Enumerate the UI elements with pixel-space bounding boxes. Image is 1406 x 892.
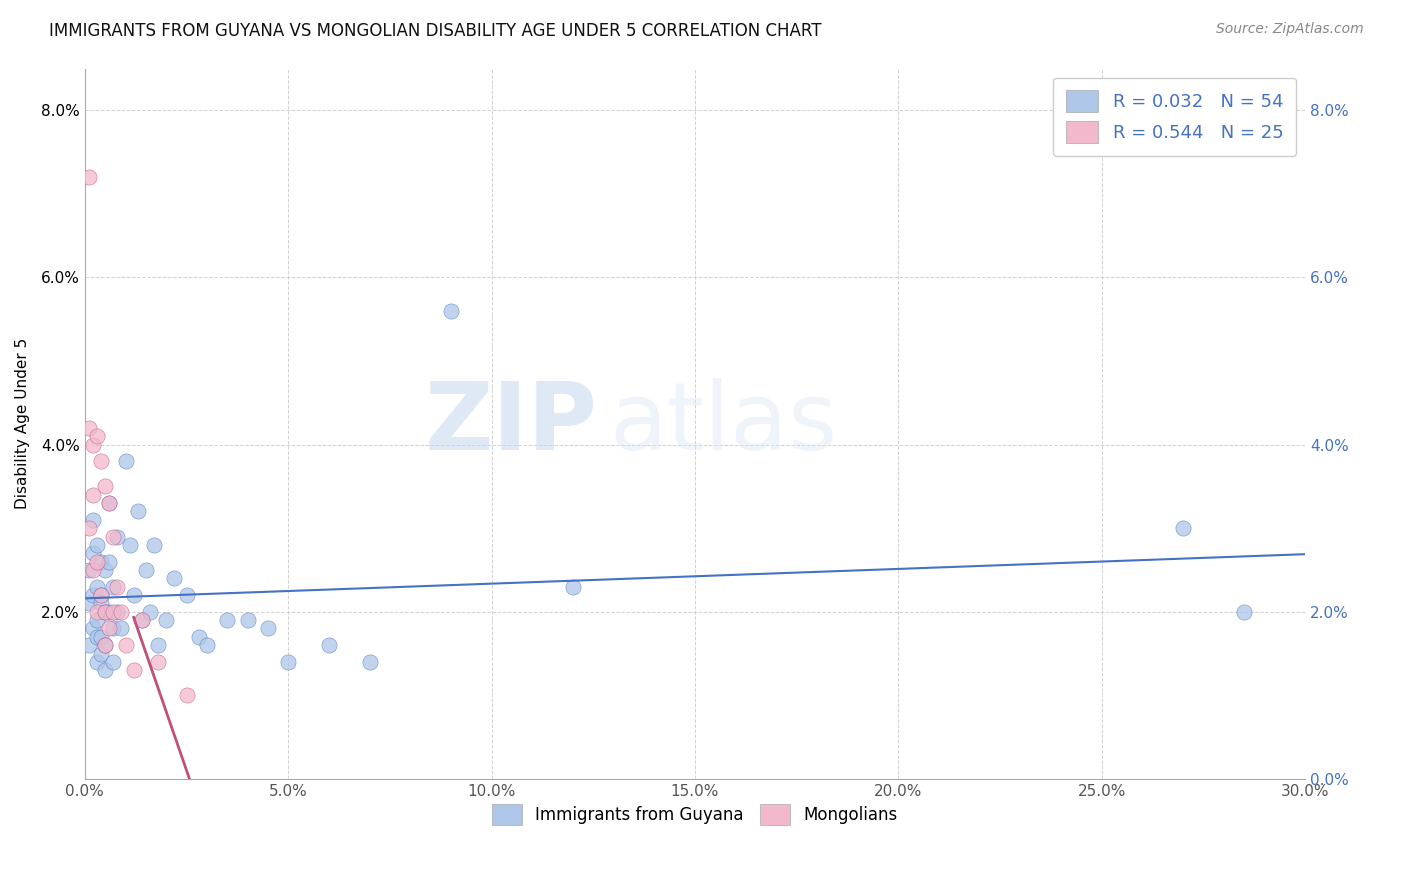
Point	[82, 488, 104, 502]
Point	[561, 580, 583, 594]
Point	[122, 588, 145, 602]
Point	[105, 530, 128, 544]
Point	[77, 563, 100, 577]
Legend: Immigrants from Guyana, Mongolians: Immigrants from Guyana, Mongolians	[482, 794, 908, 835]
Point	[131, 613, 153, 627]
Point	[277, 655, 299, 669]
Point	[82, 513, 104, 527]
Point	[94, 638, 117, 652]
Point	[114, 638, 136, 652]
Point	[98, 496, 121, 510]
Point	[77, 170, 100, 185]
Y-axis label: Disability Age Under 5: Disability Age Under 5	[15, 338, 30, 509]
Point	[359, 655, 381, 669]
Point	[118, 538, 141, 552]
Point	[90, 630, 112, 644]
Point	[94, 605, 117, 619]
Point	[94, 605, 117, 619]
Point	[86, 429, 108, 443]
Point	[90, 454, 112, 468]
Point	[94, 663, 117, 677]
Point	[86, 655, 108, 669]
Point	[82, 563, 104, 577]
Point	[103, 655, 125, 669]
Point	[127, 504, 149, 518]
Point	[103, 580, 125, 594]
Point	[139, 605, 162, 619]
Text: IMMIGRANTS FROM GUYANA VS MONGOLIAN DISABILITY AGE UNDER 5 CORRELATION CHART: IMMIGRANTS FROM GUYANA VS MONGOLIAN DISA…	[49, 22, 821, 40]
Point	[82, 546, 104, 560]
Point	[98, 605, 121, 619]
Point	[90, 596, 112, 610]
Text: Source: ZipAtlas.com: Source: ZipAtlas.com	[1216, 22, 1364, 37]
Point	[187, 630, 209, 644]
Point	[440, 304, 463, 318]
Point	[103, 622, 125, 636]
Point	[257, 622, 280, 636]
Point	[86, 555, 108, 569]
Point	[155, 613, 177, 627]
Point	[195, 638, 218, 652]
Text: ZIP: ZIP	[425, 377, 598, 470]
Point	[135, 563, 157, 577]
Point	[90, 647, 112, 661]
Point	[143, 538, 166, 552]
Point	[131, 613, 153, 627]
Point	[176, 689, 198, 703]
Point	[236, 613, 259, 627]
Point	[86, 580, 108, 594]
Point	[90, 588, 112, 602]
Point	[105, 580, 128, 594]
Point	[110, 605, 132, 619]
Point	[318, 638, 340, 652]
Point	[163, 571, 186, 585]
Point	[86, 538, 108, 552]
Point	[105, 605, 128, 619]
Point	[176, 588, 198, 602]
Point	[94, 638, 117, 652]
Point	[146, 638, 169, 652]
Text: atlas: atlas	[610, 377, 838, 470]
Point	[86, 630, 108, 644]
Point	[82, 437, 104, 451]
Point	[90, 555, 112, 569]
Point	[110, 622, 132, 636]
Point	[103, 605, 125, 619]
Point	[82, 622, 104, 636]
Point	[90, 588, 112, 602]
Point	[77, 421, 100, 435]
Point	[94, 479, 117, 493]
Point	[94, 563, 117, 577]
Point	[103, 530, 125, 544]
Point	[77, 521, 100, 535]
Point	[1233, 605, 1256, 619]
Point	[114, 454, 136, 468]
Point	[217, 613, 239, 627]
Point	[86, 613, 108, 627]
Point	[82, 588, 104, 602]
Point	[122, 663, 145, 677]
Point	[77, 596, 100, 610]
Point	[98, 555, 121, 569]
Point	[77, 638, 100, 652]
Point	[86, 605, 108, 619]
Point	[98, 496, 121, 510]
Point	[98, 622, 121, 636]
Point	[1171, 521, 1194, 535]
Point	[146, 655, 169, 669]
